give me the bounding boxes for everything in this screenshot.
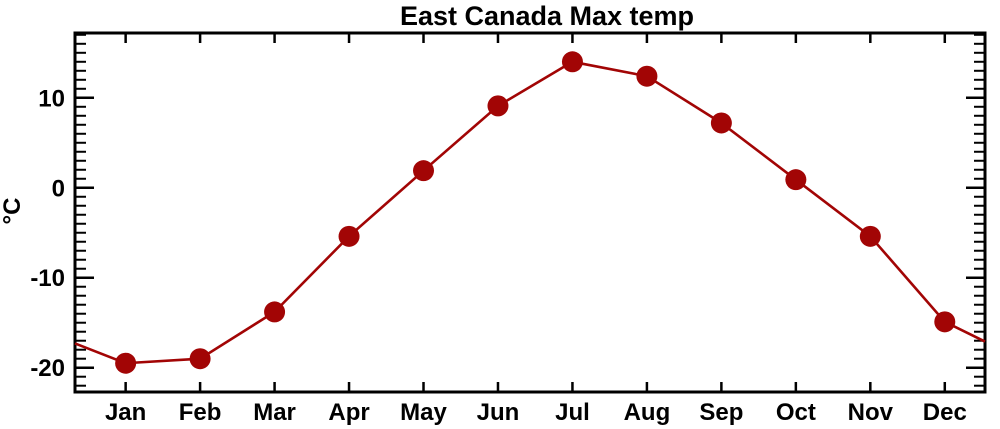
- chart-title: East Canada Max temp: [399, 1, 695, 31]
- x-tick-label: Mar: [253, 399, 296, 426]
- data-point-apr: [338, 225, 360, 247]
- x-tick-label: Apr: [328, 399, 369, 426]
- data-point-mar: [264, 301, 286, 323]
- data-point-dec: [934, 311, 956, 333]
- data-point-oct: [785, 169, 807, 191]
- data-point-feb: [189, 348, 211, 370]
- data-point-aug: [636, 65, 658, 87]
- data-point-nov: [859, 225, 881, 247]
- y-tick-label: -20: [30, 355, 65, 382]
- x-tick-label: May: [400, 399, 447, 426]
- data-point-jan: [115, 352, 137, 374]
- y-tick-label: 0: [52, 175, 65, 202]
- data-point-jun: [487, 95, 509, 117]
- temperature-line: [74, 60, 986, 365]
- x-tick-label: Oct: [776, 399, 816, 426]
- data-point-jul: [561, 51, 583, 73]
- x-tick-label: Sep: [699, 399, 743, 426]
- data-point-sep: [710, 112, 732, 134]
- x-tick-label: Jan: [105, 399, 146, 426]
- x-tick-label: Aug: [624, 399, 671, 426]
- y-tick-label: -10: [30, 265, 65, 292]
- x-tick-label: Feb: [179, 399, 222, 426]
- y-axis-title: °C: [0, 197, 26, 225]
- x-tick-label: Nov: [848, 399, 894, 426]
- x-tick-label: Jun: [477, 399, 520, 426]
- axis-box: [73, 31, 987, 394]
- y-tick-label: 10: [38, 85, 65, 112]
- data-point-may: [413, 160, 435, 182]
- x-tick-label: Dec: [923, 399, 967, 426]
- x-tick-label: Jul: [555, 399, 590, 426]
